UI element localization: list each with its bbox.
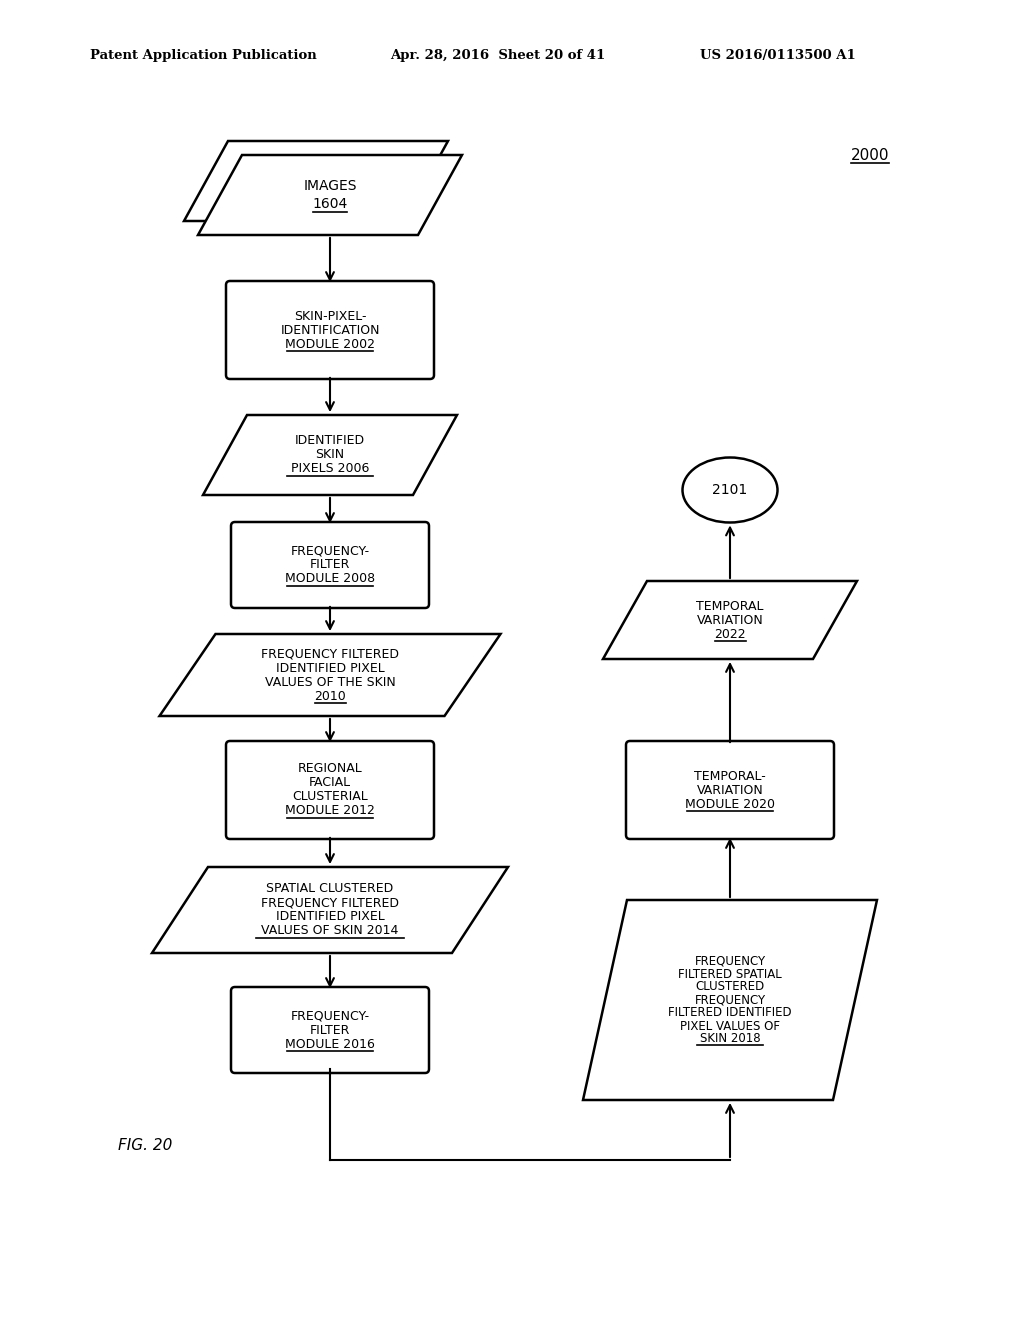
Text: MODULE 2008: MODULE 2008: [285, 573, 375, 586]
Polygon shape: [184, 141, 449, 220]
Text: PIXEL VALUES OF: PIXEL VALUES OF: [680, 1019, 780, 1032]
Text: VARIATION: VARIATION: [696, 614, 763, 627]
Text: IDENTIFIED: IDENTIFIED: [295, 434, 366, 447]
Text: REGIONAL: REGIONAL: [298, 763, 362, 776]
Text: 1604: 1604: [312, 197, 347, 211]
Text: FILTERED IDENTIFIED: FILTERED IDENTIFIED: [669, 1006, 792, 1019]
Text: SKIN 2018: SKIN 2018: [699, 1032, 760, 1045]
Text: TEMPORAL-: TEMPORAL-: [694, 770, 766, 783]
Text: IMAGES: IMAGES: [303, 180, 356, 193]
Polygon shape: [152, 867, 508, 953]
Text: FREQUENCY FILTERED: FREQUENCY FILTERED: [261, 896, 399, 909]
FancyBboxPatch shape: [231, 987, 429, 1073]
Text: CLUSTERIAL: CLUSTERIAL: [292, 791, 368, 804]
Text: MODULE 2016: MODULE 2016: [285, 1038, 375, 1051]
Text: Patent Application Publication: Patent Application Publication: [90, 49, 316, 62]
Text: CLUSTERED: CLUSTERED: [695, 981, 765, 994]
Text: MODULE 2012: MODULE 2012: [285, 804, 375, 817]
Text: Apr. 28, 2016  Sheet 20 of 41: Apr. 28, 2016 Sheet 20 of 41: [390, 49, 605, 62]
Text: IDENTIFICATION: IDENTIFICATION: [281, 323, 380, 337]
Ellipse shape: [683, 458, 777, 523]
Text: 2101: 2101: [713, 483, 748, 498]
Text: FACIAL: FACIAL: [309, 776, 351, 789]
FancyBboxPatch shape: [226, 281, 434, 379]
Text: FREQUENCY-: FREQUENCY-: [291, 544, 370, 557]
Text: 2000: 2000: [851, 148, 889, 162]
Polygon shape: [603, 581, 857, 659]
Text: FIG. 20: FIG. 20: [118, 1138, 172, 1152]
Text: FREQUENCY: FREQUENCY: [694, 954, 766, 968]
Text: FREQUENCY-: FREQUENCY-: [291, 1010, 370, 1023]
Polygon shape: [198, 154, 462, 235]
Text: MODULE 2002: MODULE 2002: [285, 338, 375, 351]
Text: PIXELS 2006: PIXELS 2006: [291, 462, 370, 475]
Text: 2022: 2022: [714, 627, 745, 640]
Text: 2010: 2010: [314, 689, 346, 702]
Text: SKIN-PIXEL-: SKIN-PIXEL-: [294, 309, 367, 322]
FancyBboxPatch shape: [626, 741, 834, 840]
Text: VALUES OF THE SKIN: VALUES OF THE SKIN: [264, 676, 395, 689]
Text: FREQUENCY: FREQUENCY: [694, 994, 766, 1006]
FancyBboxPatch shape: [226, 741, 434, 840]
Text: FREQUENCY FILTERED: FREQUENCY FILTERED: [261, 648, 399, 660]
Text: VALUES OF SKIN 2014: VALUES OF SKIN 2014: [261, 924, 398, 937]
Text: IDENTIFIED PIXEL: IDENTIFIED PIXEL: [275, 661, 384, 675]
Polygon shape: [583, 900, 877, 1100]
Text: TEMPORAL: TEMPORAL: [696, 599, 764, 612]
Text: FILTER: FILTER: [310, 558, 350, 572]
Polygon shape: [203, 414, 457, 495]
FancyBboxPatch shape: [231, 521, 429, 609]
Text: IDENTIFIED PIXEL: IDENTIFIED PIXEL: [275, 911, 384, 924]
Text: FILTER: FILTER: [310, 1023, 350, 1036]
Text: VARIATION: VARIATION: [696, 784, 763, 796]
Text: SPATIAL CLUSTERED: SPATIAL CLUSTERED: [266, 883, 393, 895]
Polygon shape: [160, 634, 501, 715]
Text: FILTERED SPATIAL: FILTERED SPATIAL: [678, 968, 782, 981]
Text: MODULE 2020: MODULE 2020: [685, 797, 775, 810]
Text: US 2016/0113500 A1: US 2016/0113500 A1: [700, 49, 856, 62]
Text: SKIN: SKIN: [315, 449, 344, 462]
